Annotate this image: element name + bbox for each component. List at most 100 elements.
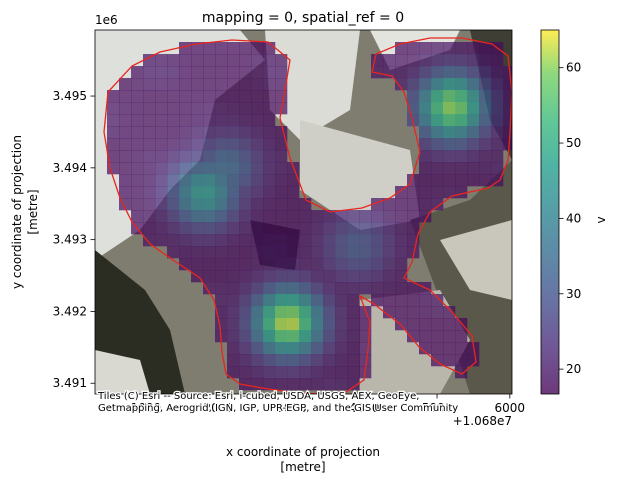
raster-cell [323, 366, 336, 379]
raster-cell [467, 126, 480, 139]
raster-cell [419, 162, 432, 175]
raster-cell [191, 114, 204, 127]
raster-cell [131, 78, 144, 91]
raster-cell [335, 258, 348, 271]
raster-cell [431, 198, 444, 211]
axes-frame [94, 29, 513, 395]
raster-cell [371, 258, 384, 271]
raster-cell [227, 42, 240, 55]
x-tick-label: 2000 [203, 401, 234, 415]
raster-cell [455, 174, 468, 187]
raster-cell [431, 54, 444, 67]
raster-cell [347, 294, 360, 307]
raster-cell [227, 186, 240, 199]
raster-cell [227, 174, 240, 187]
raster-cell [383, 282, 396, 295]
raster-cell [155, 66, 168, 79]
raster-cell [419, 126, 432, 139]
raster-cell [263, 102, 276, 115]
raster-cell [323, 294, 336, 307]
raster-cell [203, 246, 216, 259]
raster-cell [131, 198, 144, 211]
raster-cell [227, 162, 240, 175]
raster-cell [239, 54, 252, 67]
raster-cell [395, 54, 408, 67]
raster-cell [239, 282, 252, 295]
raster-cell [335, 318, 348, 331]
raster-cell [203, 126, 216, 139]
raster-cell [119, 162, 132, 175]
raster-cell [395, 66, 408, 79]
raster-cell [143, 234, 156, 247]
raster-cell [371, 294, 384, 307]
raster-cell [395, 282, 408, 295]
raster-cell [491, 162, 504, 175]
raster-cell [359, 342, 372, 355]
raster-cell [431, 42, 444, 55]
raster-cell [263, 270, 276, 283]
raster-cell [443, 150, 456, 163]
raster-cell [431, 126, 444, 139]
raster-cell [299, 366, 312, 379]
raster-cell [419, 42, 432, 55]
raster-cell [419, 54, 432, 67]
raster-cell [407, 66, 420, 79]
raster-cell [203, 90, 216, 103]
raster-cell [359, 222, 372, 235]
colorbar-tick-label: 20 [566, 362, 581, 376]
raster-cell [299, 198, 312, 211]
raster-cell [443, 174, 456, 187]
raster-cell [239, 270, 252, 283]
raster-cell [275, 78, 288, 91]
raster-cell [431, 306, 444, 319]
raster-cell [107, 138, 120, 151]
x-offset-text: +1.068e7 [453, 414, 512, 428]
raster-cell [263, 306, 276, 319]
raster-cell [215, 294, 228, 307]
raster-cell [143, 126, 156, 139]
raster-cell [263, 210, 276, 223]
raster-cell [335, 354, 348, 367]
raster-cell [407, 210, 420, 223]
raster-cell [431, 342, 444, 355]
raster-cell [227, 90, 240, 103]
raster-cell [215, 282, 228, 295]
raster-cell [131, 126, 144, 139]
raster-cell [347, 366, 360, 379]
raster-cell [155, 90, 168, 103]
raster-cell [227, 102, 240, 115]
raster-cell [443, 126, 456, 139]
raster-cell [203, 174, 216, 187]
raster-cell [335, 294, 348, 307]
raster-cell [275, 66, 288, 79]
raster-cell [347, 210, 360, 223]
raster-cell [155, 186, 168, 199]
raster-cell [203, 42, 216, 55]
raster-cell [155, 54, 168, 67]
raster-cell [251, 150, 264, 163]
raster-cell [155, 150, 168, 163]
raster-cell [299, 342, 312, 355]
raster-cell [299, 258, 312, 271]
raster-cell [239, 66, 252, 79]
raster-cell [143, 198, 156, 211]
raster-cell [263, 258, 276, 271]
y-tick-label: 3.492 [53, 304, 87, 318]
raster-cell [407, 294, 420, 307]
raster-cell [407, 78, 420, 91]
raster-cell [287, 306, 300, 319]
raster-cell [239, 198, 252, 211]
raster-cell [263, 354, 276, 367]
raster-cell [287, 354, 300, 367]
colorbar: 20 30 40 50 60 v [540, 29, 608, 395]
raster-cell [287, 330, 300, 343]
raster-cell [323, 306, 336, 319]
raster-cell [479, 78, 492, 91]
raster-cell [287, 378, 300, 391]
raster-cell [395, 186, 408, 199]
raster-cell [143, 174, 156, 187]
raster-cell [191, 198, 204, 211]
raster-cell [299, 270, 312, 283]
raster-cell [119, 78, 132, 91]
raster-cell [335, 378, 348, 391]
